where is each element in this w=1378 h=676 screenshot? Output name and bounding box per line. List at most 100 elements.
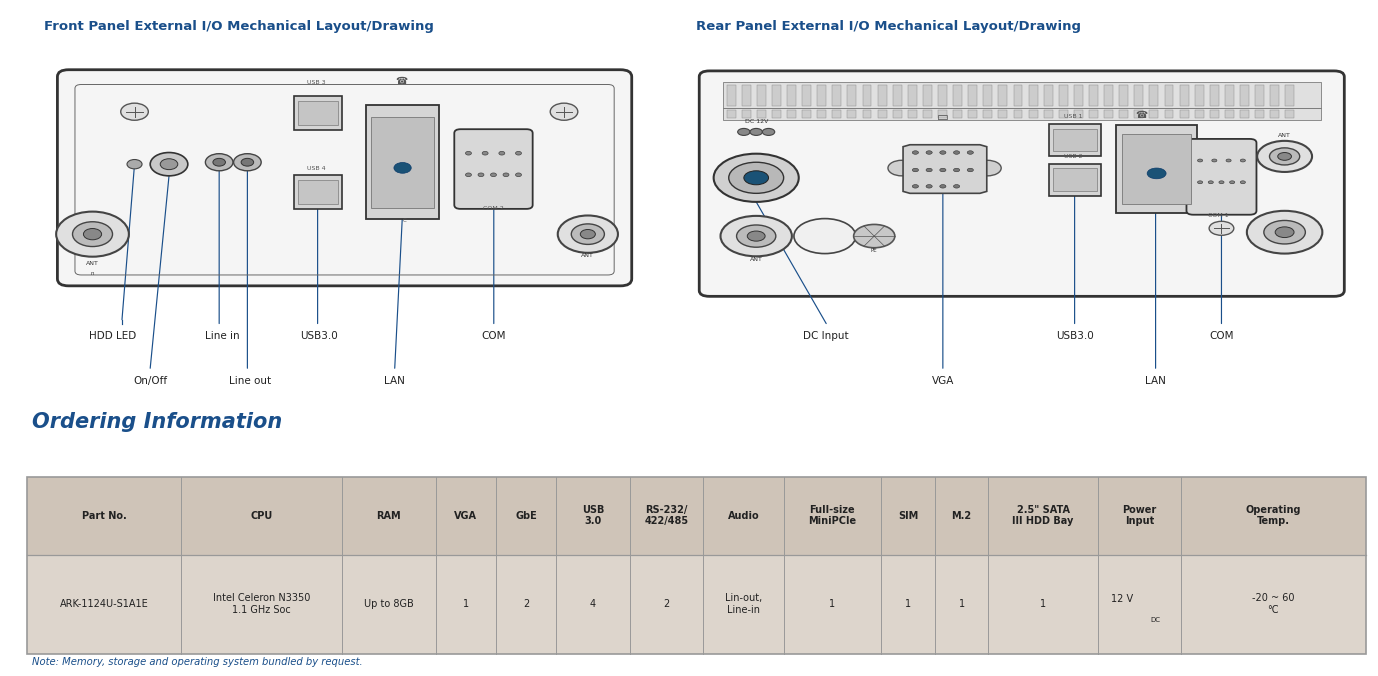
Text: Lin-out,
Line-in: Lin-out, Line-in bbox=[725, 594, 762, 615]
FancyBboxPatch shape bbox=[1043, 84, 1053, 106]
Text: Power
Input: Power Input bbox=[1123, 505, 1156, 527]
Text: RAM: RAM bbox=[376, 510, 401, 521]
Text: USB 3: USB 3 bbox=[307, 80, 325, 85]
Text: COM 2: COM 2 bbox=[484, 206, 504, 211]
FancyBboxPatch shape bbox=[298, 101, 339, 124]
FancyBboxPatch shape bbox=[923, 110, 932, 118]
FancyBboxPatch shape bbox=[1271, 84, 1279, 106]
FancyBboxPatch shape bbox=[878, 110, 886, 118]
Circle shape bbox=[721, 216, 792, 256]
Text: DC Input: DC Input bbox=[803, 331, 849, 341]
FancyBboxPatch shape bbox=[1180, 84, 1189, 106]
Circle shape bbox=[940, 151, 945, 154]
FancyBboxPatch shape bbox=[1053, 129, 1097, 151]
FancyBboxPatch shape bbox=[1089, 84, 1098, 106]
Circle shape bbox=[550, 103, 577, 120]
Circle shape bbox=[940, 168, 945, 172]
FancyBboxPatch shape bbox=[741, 110, 751, 118]
FancyBboxPatch shape bbox=[757, 84, 766, 106]
FancyBboxPatch shape bbox=[455, 129, 533, 209]
Text: USB
3.0: USB 3.0 bbox=[582, 505, 604, 527]
FancyBboxPatch shape bbox=[878, 84, 886, 106]
Circle shape bbox=[926, 151, 933, 154]
Text: 1: 1 bbox=[905, 599, 911, 609]
Circle shape bbox=[1146, 168, 1166, 178]
FancyBboxPatch shape bbox=[757, 110, 766, 118]
Text: VGA: VGA bbox=[932, 376, 954, 386]
FancyBboxPatch shape bbox=[938, 110, 947, 118]
Text: M.2: M.2 bbox=[951, 510, 971, 521]
Text: Audio: Audio bbox=[728, 510, 759, 521]
Text: Operating
Temp.: Operating Temp. bbox=[1246, 505, 1301, 527]
Circle shape bbox=[1257, 141, 1312, 172]
Circle shape bbox=[466, 173, 471, 176]
Text: ☎: ☎ bbox=[395, 76, 407, 87]
FancyBboxPatch shape bbox=[1014, 84, 1022, 106]
FancyBboxPatch shape bbox=[1122, 134, 1191, 204]
FancyBboxPatch shape bbox=[999, 84, 1007, 106]
Circle shape bbox=[1226, 159, 1231, 162]
Circle shape bbox=[466, 151, 471, 155]
FancyBboxPatch shape bbox=[893, 84, 901, 106]
FancyBboxPatch shape bbox=[1180, 110, 1189, 118]
Text: GbE: GbE bbox=[515, 510, 537, 521]
Circle shape bbox=[954, 185, 959, 188]
Circle shape bbox=[1277, 153, 1291, 160]
Polygon shape bbox=[903, 145, 987, 193]
FancyBboxPatch shape bbox=[1104, 84, 1113, 106]
FancyBboxPatch shape bbox=[1149, 110, 1159, 118]
FancyBboxPatch shape bbox=[923, 84, 932, 106]
FancyBboxPatch shape bbox=[1134, 110, 1144, 118]
Circle shape bbox=[794, 218, 856, 254]
FancyBboxPatch shape bbox=[832, 110, 842, 118]
Circle shape bbox=[127, 160, 142, 169]
FancyBboxPatch shape bbox=[28, 555, 1366, 654]
FancyBboxPatch shape bbox=[1049, 164, 1101, 195]
Circle shape bbox=[737, 225, 776, 247]
Text: 1: 1 bbox=[830, 599, 835, 609]
Text: Rear Panel External I/O Mechanical Layout/Drawing: Rear Panel External I/O Mechanical Layou… bbox=[696, 20, 1080, 33]
Circle shape bbox=[747, 231, 765, 241]
Circle shape bbox=[744, 171, 769, 185]
FancyBboxPatch shape bbox=[832, 84, 842, 106]
Circle shape bbox=[121, 103, 149, 120]
Circle shape bbox=[1211, 159, 1217, 162]
FancyBboxPatch shape bbox=[938, 84, 947, 106]
Circle shape bbox=[853, 224, 894, 248]
FancyBboxPatch shape bbox=[1164, 84, 1174, 106]
Text: DC 12V: DC 12V bbox=[744, 120, 768, 124]
FancyBboxPatch shape bbox=[1134, 84, 1144, 106]
Circle shape bbox=[714, 153, 799, 202]
FancyBboxPatch shape bbox=[1255, 84, 1264, 106]
FancyBboxPatch shape bbox=[984, 110, 992, 118]
Text: USB3.0: USB3.0 bbox=[1056, 331, 1094, 341]
Circle shape bbox=[1240, 180, 1246, 184]
Text: DC: DC bbox=[1151, 617, 1160, 623]
Circle shape bbox=[1275, 227, 1294, 237]
Text: Note: Memory, storage and operating system bundled by request.: Note: Memory, storage and operating syst… bbox=[32, 656, 362, 667]
Circle shape bbox=[394, 162, 411, 173]
FancyBboxPatch shape bbox=[1195, 110, 1203, 118]
Circle shape bbox=[1197, 159, 1203, 162]
FancyBboxPatch shape bbox=[726, 110, 736, 118]
FancyBboxPatch shape bbox=[722, 82, 1322, 108]
FancyBboxPatch shape bbox=[1195, 84, 1203, 106]
Text: C: C bbox=[402, 218, 407, 222]
FancyBboxPatch shape bbox=[893, 110, 901, 118]
Text: ▭: ▭ bbox=[937, 112, 948, 124]
Circle shape bbox=[940, 185, 945, 188]
FancyBboxPatch shape bbox=[954, 110, 962, 118]
Circle shape bbox=[926, 185, 933, 188]
FancyBboxPatch shape bbox=[741, 84, 751, 106]
FancyBboxPatch shape bbox=[58, 70, 631, 286]
Text: VGA: VGA bbox=[455, 510, 477, 521]
FancyBboxPatch shape bbox=[1240, 110, 1248, 118]
Circle shape bbox=[482, 151, 488, 155]
Text: ANT: ANT bbox=[85, 261, 99, 266]
FancyBboxPatch shape bbox=[802, 84, 812, 106]
Circle shape bbox=[1220, 180, 1224, 184]
Text: ☎: ☎ bbox=[1135, 110, 1148, 120]
Circle shape bbox=[234, 153, 262, 171]
Text: SIM: SIM bbox=[898, 510, 918, 521]
FancyBboxPatch shape bbox=[802, 110, 812, 118]
